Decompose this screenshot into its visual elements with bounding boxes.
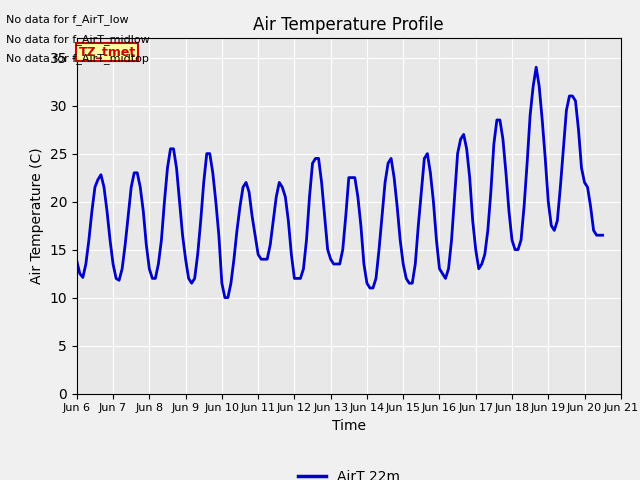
Title: Air Temperature Profile: Air Temperature Profile xyxy=(253,16,444,34)
Y-axis label: Air Temperature (C): Air Temperature (C) xyxy=(30,148,44,284)
Legend: AirT 22m: AirT 22m xyxy=(292,465,405,480)
X-axis label: Time: Time xyxy=(332,419,366,433)
Text: No data for f_AirT_low: No data for f_AirT_low xyxy=(6,14,129,25)
Text: No data for f_AirT_midlow: No data for f_AirT_midlow xyxy=(6,34,150,45)
Text: TZ_tmet: TZ_tmet xyxy=(79,46,136,59)
Text: No data for f_AirT_midtop: No data for f_AirT_midtop xyxy=(6,53,149,64)
